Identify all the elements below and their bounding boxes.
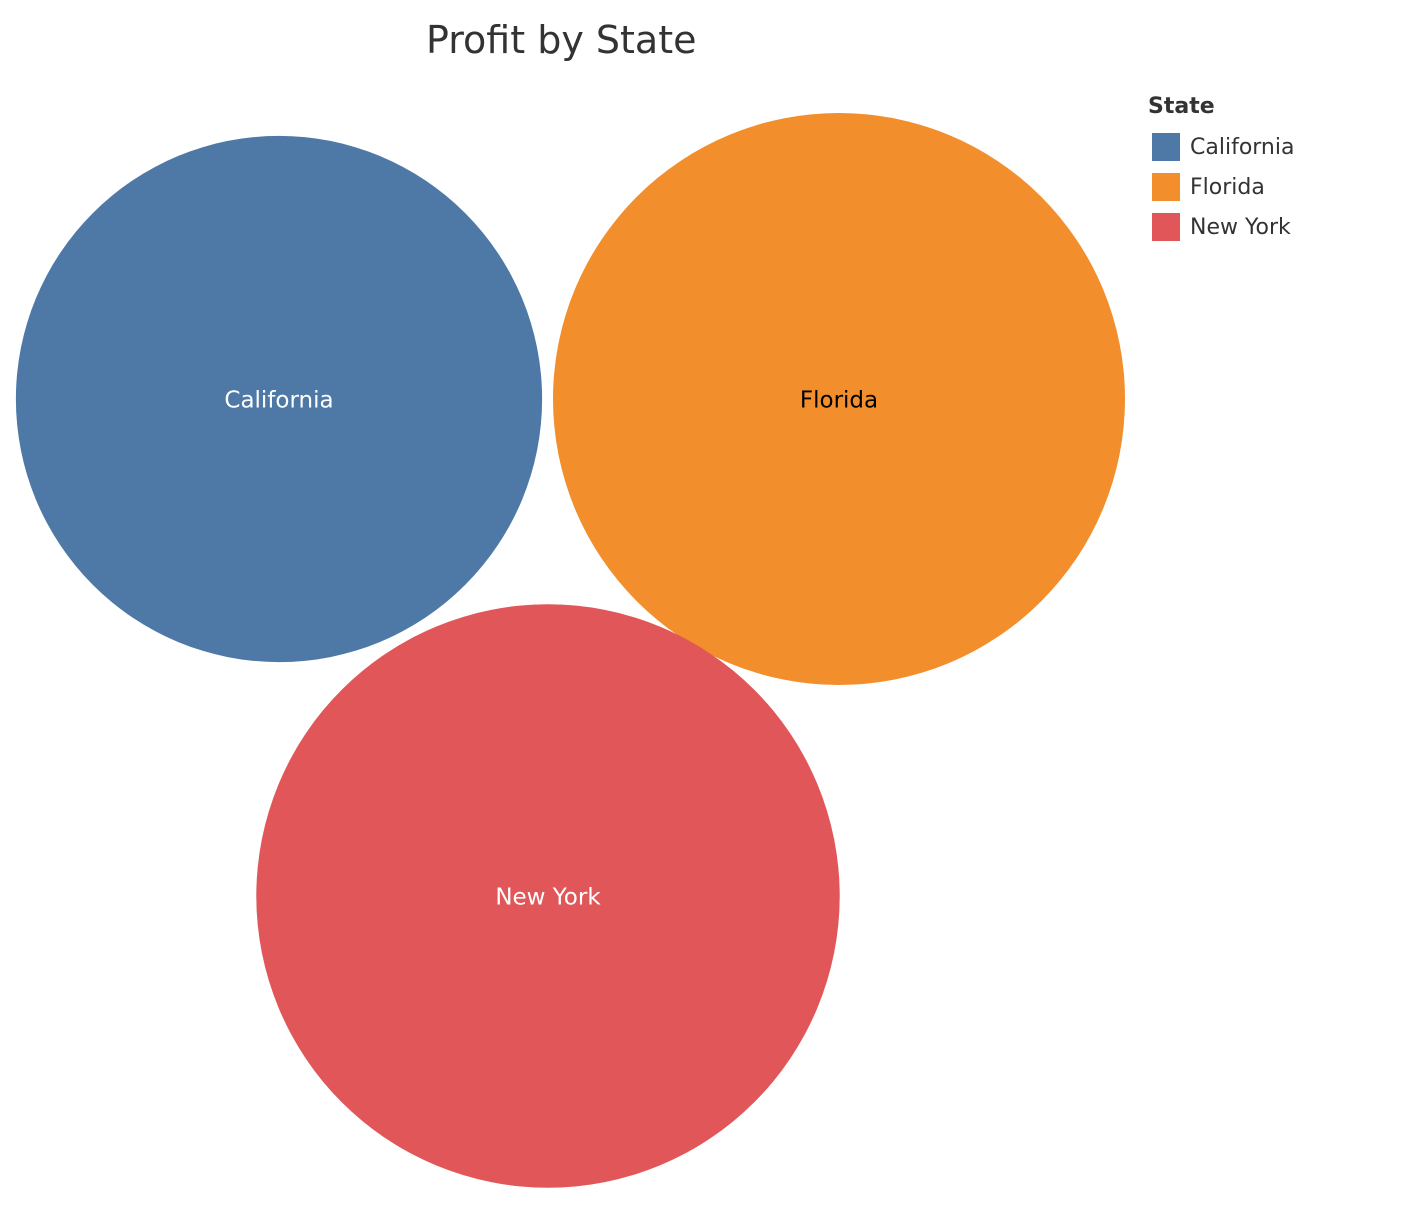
legend-label-florida: Florida [1190,174,1265,200]
legend-label-new-york: New York [1190,214,1291,240]
legend-swatch-new-york [1152,213,1180,241]
bubble-label-california: California [224,388,333,414]
legend-label-california: California [1190,134,1295,160]
bubble-california[interactable] [15,135,543,663]
bubble-label-new-york: New York [495,885,601,911]
legend-swatch-california [1152,133,1180,161]
legend-title: State [1148,94,1215,119]
bubble-florida[interactable] [553,113,1125,685]
bubble-new-york[interactable] [256,604,840,1188]
legend-item-california[interactable]: California [1148,127,1294,167]
legend-swatch-florida [1152,173,1180,201]
legend: State California Florida New York [1148,94,1294,247]
chart-title: Profit by State [426,18,697,62]
legend-item-florida[interactable]: Florida [1148,167,1294,207]
bubble-label-florida: Florida [800,388,878,414]
legend-item-new-york[interactable]: New York [1148,207,1294,247]
